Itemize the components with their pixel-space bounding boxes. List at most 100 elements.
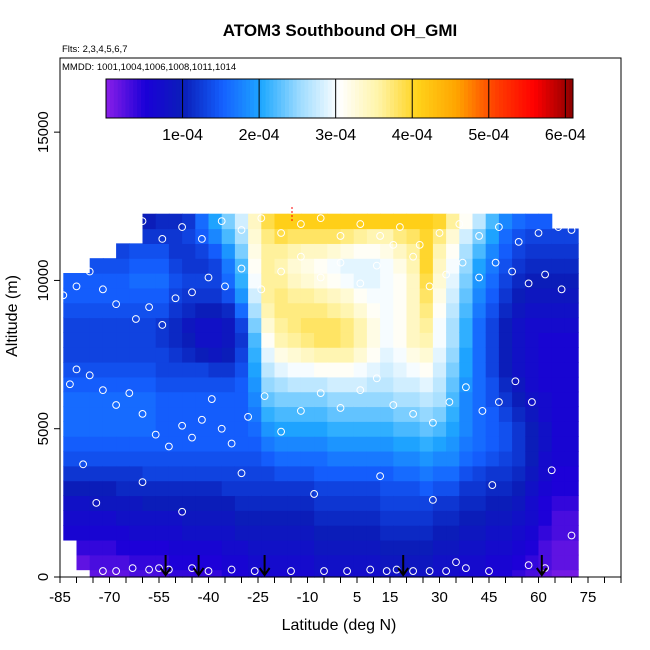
heatmap-cell <box>168 539 183 556</box>
heatmap-cell <box>538 539 553 556</box>
heatmap-cell <box>380 391 394 408</box>
heatmap-cell <box>261 406 276 422</box>
observation-point <box>151 430 160 439</box>
heatmap-cell <box>63 302 78 319</box>
heatmap-cell <box>182 287 196 304</box>
heatmap-cell <box>366 228 381 244</box>
heatmap-cell <box>353 421 368 437</box>
heatmap-cell <box>155 302 170 319</box>
heatmap-cell <box>155 347 170 363</box>
heatmap-cell <box>76 406 91 422</box>
heatmap-cell <box>340 465 355 482</box>
heatmap-cell <box>63 273 78 289</box>
heatmap-cell <box>168 347 183 363</box>
heatmap-cell <box>234 213 249 230</box>
heatmap-cell <box>63 287 78 304</box>
heatmap-cell <box>182 317 196 333</box>
heatmap-cell <box>551 258 566 274</box>
heatmap-cell <box>89 554 104 571</box>
heatmap-cell <box>116 421 130 437</box>
observation-point <box>372 374 381 383</box>
colorbar-segment <box>549 79 555 118</box>
heatmap-cell <box>314 258 328 274</box>
heatmap-cell <box>525 332 540 348</box>
heatmap-cell <box>274 539 289 556</box>
heatmap-cell <box>551 332 566 348</box>
heatmap-cell <box>63 317 78 333</box>
colorbar-segment <box>117 79 123 118</box>
heatmap-cell <box>366 406 381 422</box>
heatmap-cell <box>300 436 315 452</box>
heatmap-cell <box>314 421 328 437</box>
heatmap-cell <box>155 539 170 556</box>
heatmap-cell <box>102 287 117 304</box>
heatmap-cell <box>155 450 170 467</box>
colorbar-segment <box>355 79 360 118</box>
heatmap-cell <box>525 287 540 304</box>
heatmap-cell <box>287 495 302 511</box>
colorbar-segment <box>137 79 142 118</box>
heatmap-cell <box>327 361 342 378</box>
heatmap-cell <box>248 302 262 319</box>
colorbar-segment <box>125 79 130 118</box>
colorbar-tick-label: 3e-04 <box>315 127 356 144</box>
colorbar-segment <box>479 79 484 118</box>
heatmap-cell <box>538 361 553 378</box>
heatmap-cell <box>116 436 130 452</box>
heatmap-cell <box>406 391 421 408</box>
observation-point <box>145 303 154 312</box>
heatmap-cell <box>353 332 368 348</box>
heatmap-cell <box>485 273 500 289</box>
heatmap-cell <box>498 347 513 363</box>
observation-point <box>85 267 94 276</box>
heatmap-cell <box>353 406 368 422</box>
heatmap-cell <box>287 421 302 437</box>
heatmap-cell <box>432 361 447 378</box>
heatmap-cell <box>116 554 130 571</box>
heatmap-cell <box>551 243 566 259</box>
heatmap-cell <box>208 569 223 578</box>
y-tick-label: 5000 <box>35 412 52 445</box>
heatmap-cell <box>129 317 144 333</box>
heatmap-cell <box>380 317 394 333</box>
heatmap-cell <box>340 510 355 526</box>
observation-point <box>567 531 576 540</box>
heatmap-cell <box>366 525 381 541</box>
heatmap-cell <box>485 243 500 259</box>
heatmap-cell <box>432 450 447 467</box>
observation-point <box>396 223 404 231</box>
heatmap-cell <box>485 228 500 244</box>
heatmap-cell <box>261 480 276 497</box>
heatmap-cell <box>155 391 170 408</box>
colorbar-segment <box>121 79 126 118</box>
heatmap-cell <box>525 436 540 452</box>
heatmap-cell <box>287 554 302 571</box>
heatmap-cell <box>195 391 210 408</box>
heatmap-cell <box>168 228 183 244</box>
colorbar-segment <box>113 79 119 118</box>
colorbar-segment <box>374 79 379 118</box>
heatmap-cell <box>63 391 78 408</box>
observation-point <box>491 258 500 267</box>
heatmap-cell <box>419 228 434 244</box>
heatmap-cell <box>168 361 183 378</box>
heatmap-cell <box>102 539 117 556</box>
heatmap-cell <box>274 525 289 541</box>
heatmap-cell <box>261 376 276 393</box>
colorbar-segment <box>370 79 376 118</box>
heatmap-cell <box>512 554 526 571</box>
heatmap-cell <box>406 317 421 333</box>
observation-point <box>425 567 434 575</box>
heatmap-cell <box>182 302 196 319</box>
heatmap-cell <box>380 406 394 422</box>
heatmap-cell <box>538 480 553 497</box>
heatmap-cell <box>512 465 526 482</box>
heatmap-cell <box>195 317 210 333</box>
heatmap-cell <box>340 406 355 422</box>
heatmap-cell <box>89 569 104 578</box>
heatmap-cell <box>116 347 130 363</box>
heatmap-cell <box>76 347 91 363</box>
heatmap-cell <box>525 510 540 526</box>
heatmap-cell <box>155 421 170 437</box>
heatmap-cell <box>300 495 315 511</box>
